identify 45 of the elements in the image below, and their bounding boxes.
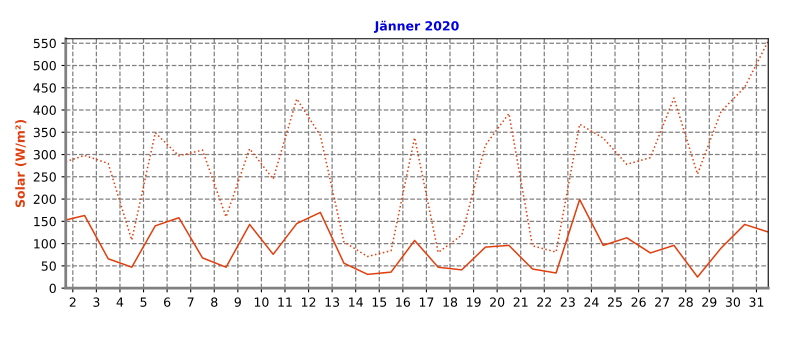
- x-tick-label: 15: [372, 298, 386, 307]
- x-tick-label: 22: [537, 297, 551, 307]
- x-tick-label: 21: [514, 297, 528, 307]
- x-tick-label: 2: [70, 297, 76, 307]
- x-tick-label: 12: [302, 297, 316, 307]
- x-tick-label: 18: [443, 297, 458, 307]
- x-tick-label: 9: [234, 297, 241, 307]
- x-tick-label: 25: [608, 297, 622, 307]
- x-tick-label: 31: [749, 297, 764, 307]
- y-tick-label: 50: [42, 261, 56, 271]
- x-tick-label: 14: [349, 298, 363, 307]
- y-tick-label: 400: [33, 105, 56, 115]
- x-tick-label: 10: [254, 297, 269, 307]
- x-tick-label: 7: [188, 298, 194, 307]
- x-tick-label: 8: [211, 297, 218, 307]
- line-series: [66, 198, 768, 278]
- x-tick-label: 16: [396, 297, 410, 307]
- x-tick-label: 29: [702, 297, 716, 307]
- x-tick-label: 27: [655, 297, 670, 307]
- y-tick-label: 500: [34, 60, 56, 70]
- y-tick-label: 150: [34, 216, 56, 226]
- x-tick-label: 19: [466, 297, 481, 307]
- x-tick-label: 6: [164, 297, 170, 307]
- x-tick-label: 5: [140, 298, 146, 307]
- x-tick-label: 13: [326, 297, 340, 307]
- x-tick-label: 17: [420, 298, 434, 307]
- x-tick-label: 23: [560, 297, 575, 307]
- y-tick-label: 0: [50, 284, 56, 294]
- y-axis-title: Solar (W/m²): [15, 120, 26, 208]
- y-tick-label: 300: [34, 150, 56, 160]
- x-tick-label: 11: [278, 298, 292, 307]
- x-tick-label: 20: [490, 297, 504, 307]
- y-tick-label: 550: [34, 38, 56, 48]
- x-tick-label: 4: [116, 298, 124, 307]
- y-tick-label: 250: [34, 172, 56, 182]
- x-tick-label: 3: [93, 297, 100, 307]
- x-tick-label: 30: [726, 297, 740, 307]
- y-tick-label: 450: [33, 83, 56, 93]
- y-tick-label: 200: [34, 194, 56, 204]
- y-tick-label: 100: [34, 239, 56, 249]
- y-tick-label: 350: [34, 128, 56, 138]
- chart-title: Jänner 2020: [374, 20, 459, 33]
- x-tick-label: 26: [632, 297, 646, 307]
- x-tick-label: 28: [678, 297, 693, 307]
- x-tick-label: 24: [584, 297, 599, 307]
